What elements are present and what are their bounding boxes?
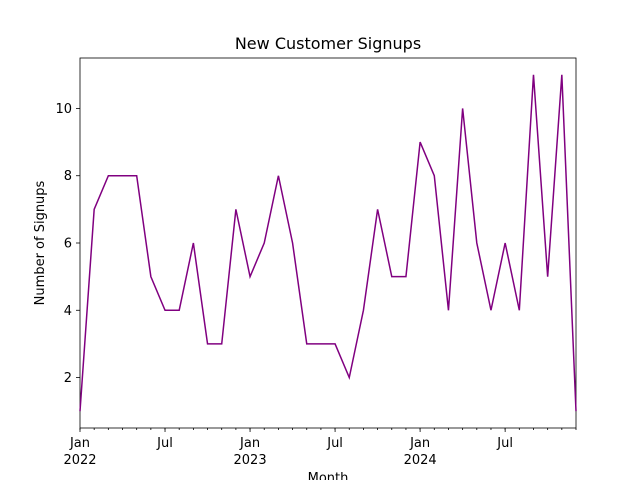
y-axis-label: Number of Signups (33, 180, 48, 305)
y-tick-label: 2 (64, 371, 72, 386)
line-series (79, 74, 577, 412)
x-tick-label: Jul (156, 436, 173, 451)
x-tick-label: Jul (326, 436, 343, 451)
chart-title: New Customer Signups (235, 34, 421, 53)
x-tick-year: 2024 (404, 453, 437, 468)
x-tick-year: 2023 (234, 453, 267, 468)
x-tick-year: 2022 (63, 453, 96, 468)
y-tick-label: 6 (64, 237, 72, 252)
x-tick-label: Jan (69, 436, 90, 451)
x-tick-label: Jan (409, 436, 430, 451)
plot-frame (79, 57, 577, 429)
x-tick-label: Jan (239, 436, 260, 451)
x-tick-label: Jul (496, 436, 513, 451)
y-tick-label: 8 (64, 169, 72, 184)
y-tick-label: 4 (64, 304, 72, 319)
y-tick-label: 10 (55, 102, 72, 117)
x-axis-label: Month (308, 471, 349, 480)
